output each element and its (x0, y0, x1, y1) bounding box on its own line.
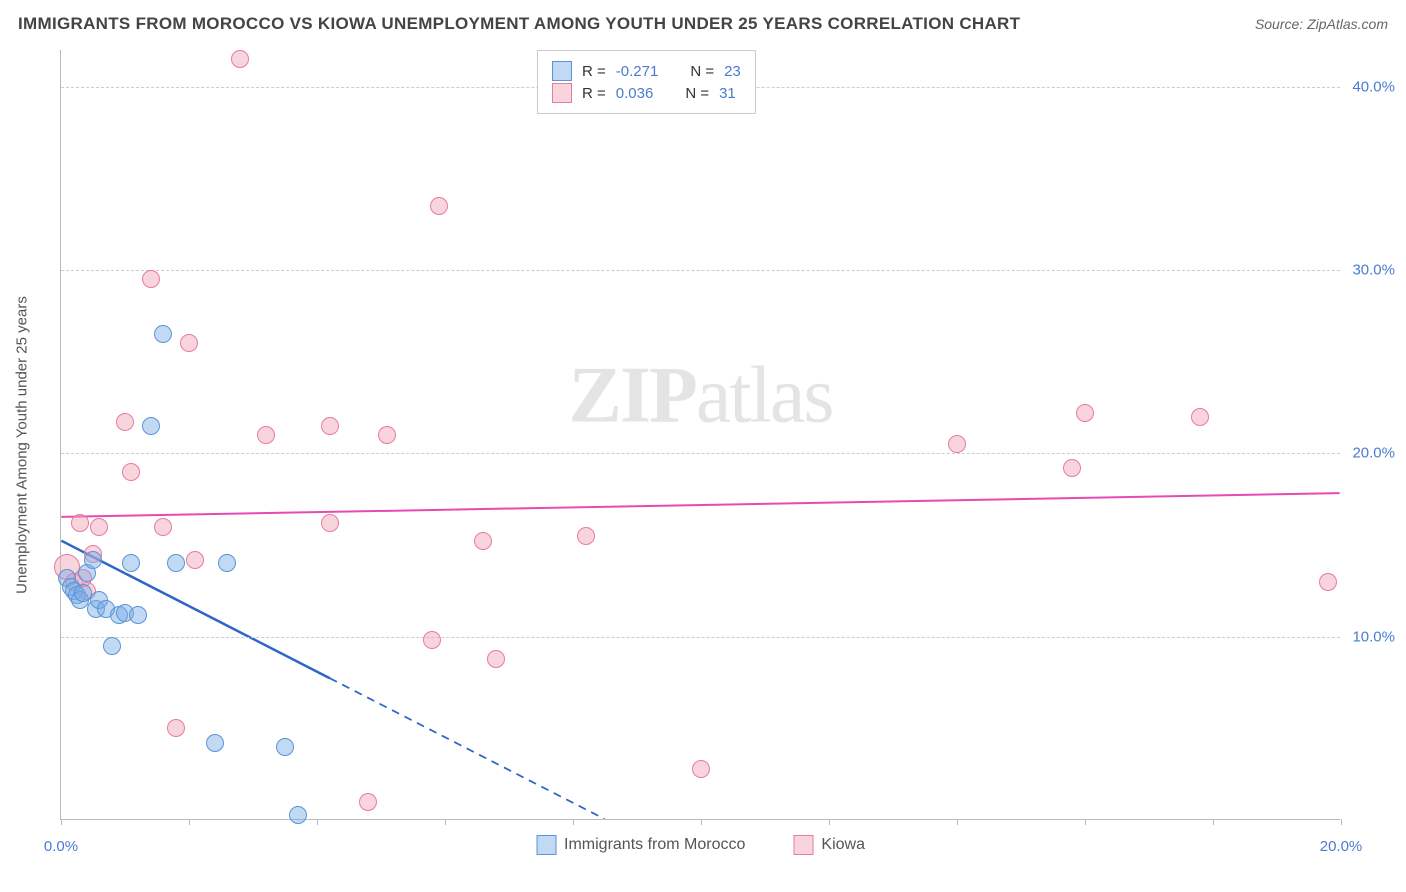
x-tick-label: 20.0% (1320, 838, 1363, 855)
data-point-morocco (206, 734, 224, 752)
data-point-kiowa (487, 650, 505, 668)
y-tick-label: 20.0% (1352, 445, 1395, 462)
data-point-kiowa (577, 527, 595, 545)
swatch-kiowa-icon (552, 83, 572, 103)
trend-lines (61, 50, 1340, 819)
swatch-morocco-icon (552, 61, 572, 81)
data-point-morocco (276, 738, 294, 756)
r-label: R = (582, 85, 606, 102)
data-point-kiowa (430, 197, 448, 215)
y-tick-label: 30.0% (1352, 262, 1395, 279)
y-tick-label: 10.0% (1352, 628, 1395, 645)
data-point-kiowa (186, 551, 204, 569)
chart-title: IMMIGRANTS FROM MOROCCO VS KIOWA UNEMPLO… (18, 14, 1020, 34)
legend-stats: R = -0.271 N = 23 R = 0.036 N = 31 (537, 50, 756, 114)
swatch-kiowa-icon (793, 835, 813, 855)
data-point-kiowa (474, 532, 492, 550)
data-point-kiowa (948, 435, 966, 453)
data-point-kiowa (71, 514, 89, 532)
r-value-morocco: -0.271 (616, 63, 659, 80)
x-tick-label: 0.0% (44, 838, 78, 855)
data-point-kiowa (423, 631, 441, 649)
data-point-morocco (129, 606, 147, 624)
y-axis-label: Unemployment Among Youth under 25 years (14, 296, 31, 594)
data-point-kiowa (1191, 408, 1209, 426)
n-label: N = (690, 63, 714, 80)
data-point-kiowa (321, 514, 339, 532)
n-value-kiowa: 31 (719, 85, 736, 102)
n-value-morocco: 23 (724, 63, 741, 80)
data-point-kiowa (321, 417, 339, 435)
chart-container: Unemployment Among Youth under 25 years … (60, 50, 1380, 840)
data-point-kiowa (1076, 404, 1094, 422)
data-point-kiowa (1063, 459, 1081, 477)
data-point-morocco (167, 554, 185, 572)
data-point-kiowa (90, 518, 108, 536)
data-point-morocco (122, 554, 140, 572)
data-point-kiowa (180, 334, 198, 352)
chart-header: IMMIGRANTS FROM MOROCCO VS KIOWA UNEMPLO… (0, 0, 1406, 44)
data-point-kiowa (116, 413, 134, 431)
n-label: N = (685, 85, 709, 102)
data-point-kiowa (378, 426, 396, 444)
data-point-morocco (218, 554, 236, 572)
data-point-morocco (289, 806, 307, 824)
r-value-kiowa: 0.036 (616, 85, 654, 102)
legend-stats-row-kiowa: R = 0.036 N = 31 (552, 83, 741, 103)
data-point-kiowa (231, 50, 249, 68)
data-point-kiowa (1319, 573, 1337, 591)
data-point-kiowa (167, 719, 185, 737)
chart-source: Source: ZipAtlas.com (1255, 16, 1388, 32)
legend-label-kiowa: Kiowa (821, 836, 865, 854)
watermark: ZIPatlas (569, 351, 833, 442)
data-point-morocco (103, 637, 121, 655)
legend-label-morocco: Immigrants from Morocco (564, 836, 745, 854)
r-label: R = (582, 63, 606, 80)
legend-item-kiowa: Kiowa (793, 835, 865, 855)
legend-item-morocco: Immigrants from Morocco (536, 835, 745, 855)
data-point-kiowa (122, 463, 140, 481)
data-point-kiowa (142, 270, 160, 288)
data-point-kiowa (257, 426, 275, 444)
legend-series: Immigrants from Morocco Kiowa (536, 835, 865, 855)
data-point-morocco (154, 325, 172, 343)
data-point-kiowa (154, 518, 172, 536)
data-point-morocco (142, 417, 160, 435)
data-point-kiowa (359, 793, 377, 811)
y-tick-label: 40.0% (1352, 78, 1395, 95)
plot-area: ZIPatlas R = -0.271 N = 23 R = 0.036 N =… (60, 50, 1340, 820)
swatch-morocco-icon (536, 835, 556, 855)
legend-stats-row-morocco: R = -0.271 N = 23 (552, 61, 741, 81)
data-point-morocco (84, 551, 102, 569)
data-point-kiowa (692, 760, 710, 778)
